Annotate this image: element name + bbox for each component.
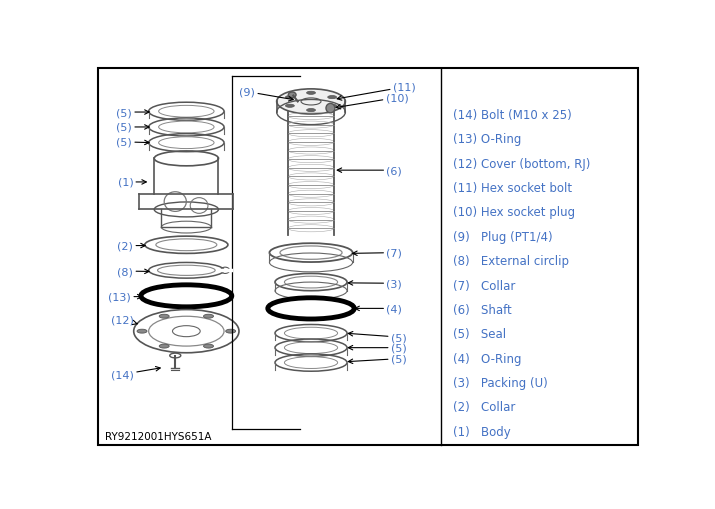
Text: (5): (5): [117, 137, 149, 148]
Ellipse shape: [307, 109, 315, 112]
Ellipse shape: [204, 315, 214, 319]
Text: (3): (3): [348, 279, 402, 289]
Text: (10): (10): [336, 93, 408, 110]
Text: (13): (13): [109, 292, 142, 302]
Text: (5): (5): [117, 123, 149, 133]
Ellipse shape: [277, 90, 345, 115]
Text: (5): (5): [117, 108, 149, 118]
Text: (9): (9): [240, 88, 293, 102]
Text: (4): (4): [355, 304, 402, 314]
Text: (12): (12): [112, 315, 137, 325]
Ellipse shape: [288, 93, 296, 98]
Ellipse shape: [326, 104, 335, 114]
Ellipse shape: [327, 96, 337, 99]
Ellipse shape: [307, 92, 315, 95]
Text: (7): (7): [352, 248, 402, 258]
Text: (13) O-Ring: (13) O-Ring: [453, 133, 522, 146]
Ellipse shape: [327, 105, 337, 108]
Text: (14): (14): [112, 367, 160, 380]
Text: (7)   Collar: (7) Collar: [453, 279, 516, 292]
Ellipse shape: [159, 315, 169, 319]
Text: (12) Cover (bottom, RJ): (12) Cover (bottom, RJ): [453, 157, 591, 171]
Text: (10) Hex socket plug: (10) Hex socket plug: [453, 206, 576, 219]
Text: (8): (8): [117, 267, 149, 276]
Ellipse shape: [159, 345, 169, 348]
Text: (5): (5): [348, 343, 406, 353]
Ellipse shape: [137, 329, 147, 333]
Ellipse shape: [204, 345, 214, 348]
Text: (5): (5): [348, 354, 406, 364]
Text: (2): (2): [117, 241, 145, 251]
Text: (6)   Shaft: (6) Shaft: [453, 303, 512, 316]
Text: (2)   Collar: (2) Collar: [453, 401, 516, 413]
Text: (6): (6): [337, 166, 402, 176]
Text: (5): (5): [348, 332, 406, 343]
Text: (9)   Plug (PT1/4): (9) Plug (PT1/4): [453, 231, 553, 243]
Text: (4)   O-Ring: (4) O-Ring: [453, 352, 522, 365]
Text: (14) Bolt (M10 x 25): (14) Bolt (M10 x 25): [453, 109, 572, 122]
Ellipse shape: [285, 105, 295, 108]
Text: (11) Hex socket bolt: (11) Hex socket bolt: [453, 182, 573, 195]
Ellipse shape: [226, 329, 236, 333]
Ellipse shape: [285, 96, 295, 99]
Text: (1)   Body: (1) Body: [453, 425, 511, 438]
Text: (1): (1): [117, 178, 147, 188]
Text: (11): (11): [337, 83, 415, 101]
Text: (5)   Seal: (5) Seal: [453, 328, 506, 341]
Text: RY9212001HYS651A: RY9212001HYS651A: [105, 431, 212, 441]
Text: (8)   External circlip: (8) External circlip: [453, 254, 569, 268]
Text: (3)   Packing (U): (3) Packing (U): [453, 376, 548, 389]
